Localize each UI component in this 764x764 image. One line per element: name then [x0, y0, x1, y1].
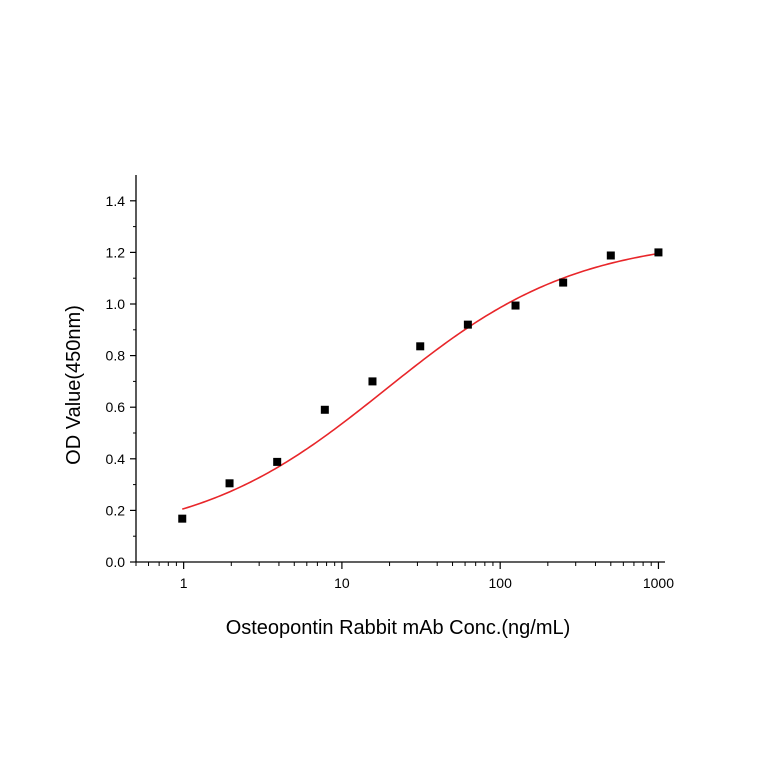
x-tick-label: 1 — [180, 575, 188, 591]
x-tick-label: 1000 — [643, 575, 674, 591]
x-ticks: 1 10 100 1000 — [135, 562, 674, 591]
y-axis-title: OD Value(450nm) — [63, 305, 85, 465]
y-tick-label: 1.2 — [106, 244, 126, 260]
x-axis-title: Osteopontin Rabbit mAb Conc.(ng/mL) — [226, 617, 571, 639]
data-point — [225, 479, 234, 488]
fit-curve — [182, 252, 659, 510]
x-tick-label: 10 — [334, 575, 350, 591]
y-tick-label: 0.6 — [106, 399, 126, 415]
data-point — [416, 342, 425, 351]
axes — [135, 175, 665, 563]
y-tick-label: 0.2 — [106, 502, 126, 518]
y-tick-label: 0.4 — [106, 451, 126, 467]
x-tick-label: 100 — [489, 575, 513, 591]
data-point — [511, 301, 520, 310]
y-tick-label: 0.8 — [106, 348, 126, 364]
y-tick-label: 0.0 — [106, 554, 126, 570]
data-point — [178, 514, 187, 523]
data-point — [654, 248, 663, 257]
data-point — [606, 251, 615, 260]
data-point — [368, 377, 377, 386]
y-tick-label: 1.4 — [106, 193, 126, 209]
data-point — [559, 278, 568, 287]
data-point — [320, 405, 329, 414]
data-point — [273, 457, 282, 466]
data-points — [178, 248, 663, 523]
y-ticks: 0.0 0.2 0.4 0.6 0.8 1.0 1.2 1.4 — [106, 193, 136, 570]
y-tick-label: 1.0 — [106, 296, 126, 312]
data-point — [463, 320, 472, 329]
